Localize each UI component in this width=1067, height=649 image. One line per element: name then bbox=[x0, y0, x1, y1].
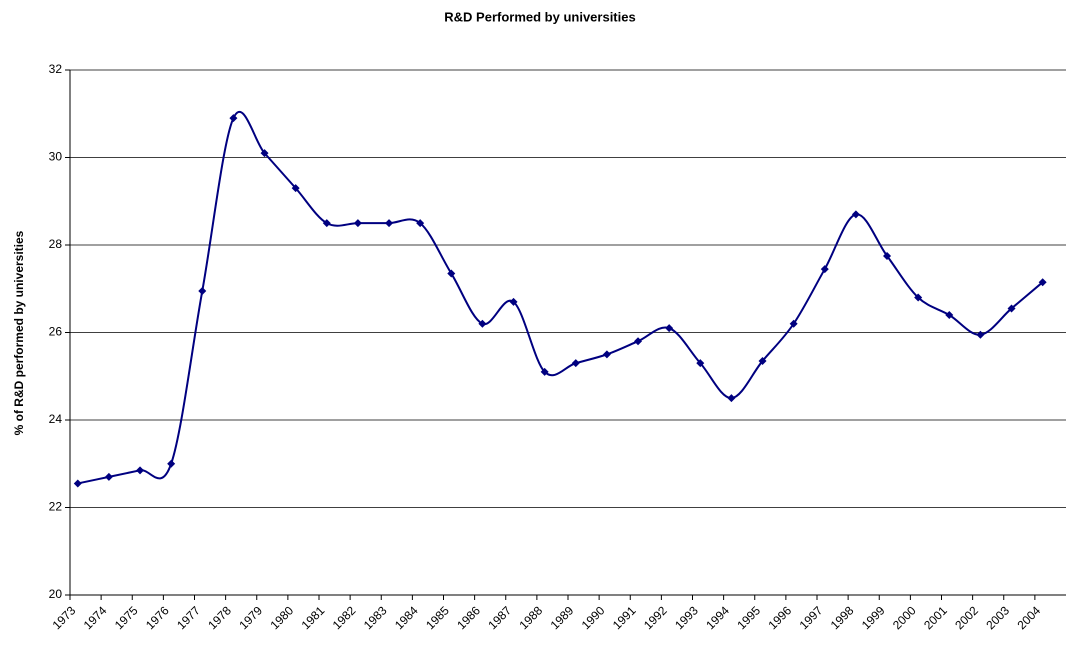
x-tick-label: 1993 bbox=[672, 603, 701, 632]
x-tick-label: 1994 bbox=[703, 603, 732, 632]
marker bbox=[820, 265, 829, 274]
x-tick-label: 1979 bbox=[236, 603, 265, 632]
marker bbox=[696, 359, 705, 368]
x-tick-label: 1998 bbox=[828, 603, 857, 632]
x-tick-label: 1973 bbox=[50, 603, 79, 632]
marker bbox=[291, 184, 300, 193]
marker bbox=[540, 367, 549, 376]
chart-title: R&D Performed by universities bbox=[444, 9, 635, 24]
x-tick-label: 1974 bbox=[81, 603, 110, 632]
marker bbox=[198, 286, 207, 295]
x-tick-label: 1991 bbox=[610, 603, 639, 632]
marker bbox=[1038, 278, 1047, 287]
marker bbox=[478, 319, 487, 328]
x-tick-label: 2003 bbox=[983, 603, 1012, 632]
marker bbox=[136, 466, 145, 475]
marker bbox=[851, 210, 860, 219]
marker bbox=[385, 219, 394, 228]
marker bbox=[976, 330, 985, 339]
x-tick-label: 1984 bbox=[392, 603, 421, 632]
x-tick-label: 1981 bbox=[299, 603, 328, 632]
x-tick-label: 1996 bbox=[765, 603, 794, 632]
x-tick-label: 1995 bbox=[734, 603, 763, 632]
marker bbox=[571, 359, 580, 368]
x-tick-label: 1990 bbox=[579, 603, 608, 632]
x-tick-label: 1980 bbox=[267, 603, 296, 632]
x-tick-label: 1989 bbox=[548, 603, 577, 632]
marker bbox=[727, 394, 736, 403]
marker bbox=[104, 472, 113, 481]
marker bbox=[353, 219, 362, 228]
marker bbox=[945, 311, 954, 319]
marker bbox=[634, 337, 643, 346]
line bbox=[77, 110, 1044, 485]
x-tick-label: 1992 bbox=[641, 603, 670, 632]
marker bbox=[1007, 304, 1016, 313]
x-tick-label: 2004 bbox=[1014, 603, 1043, 632]
x-tick-label: 1988 bbox=[516, 603, 545, 632]
x-tick-label: 1985 bbox=[423, 603, 452, 632]
y-tick-label: 32 bbox=[49, 62, 63, 76]
marker bbox=[322, 219, 331, 228]
x-tick-label: 1977 bbox=[174, 603, 203, 632]
x-tick-label: 1987 bbox=[485, 603, 514, 632]
y-tick-label: 30 bbox=[49, 150, 63, 164]
y-tick-label: 26 bbox=[49, 325, 63, 339]
marker bbox=[416, 219, 425, 228]
marker bbox=[758, 356, 767, 365]
y-axis-title: % of R&D performed by universities bbox=[12, 230, 26, 435]
marker bbox=[447, 269, 456, 278]
x-tick-label: 1983 bbox=[361, 603, 390, 632]
marker bbox=[167, 459, 176, 468]
y-tick-label: 24 bbox=[49, 412, 63, 426]
marker bbox=[789, 319, 798, 328]
y-tick-label: 22 bbox=[49, 500, 63, 514]
marker bbox=[602, 350, 611, 359]
x-tick-label: 1976 bbox=[143, 603, 172, 632]
marker bbox=[260, 149, 269, 158]
x-tick-label: 1975 bbox=[112, 603, 141, 632]
marker bbox=[509, 297, 518, 306]
x-tick-label: 1982 bbox=[330, 603, 359, 632]
x-tick-label: 1997 bbox=[797, 603, 826, 632]
y-tick-label: 28 bbox=[49, 237, 63, 251]
y-tick-label: 20 bbox=[49, 587, 63, 601]
marker bbox=[73, 479, 82, 488]
marker bbox=[229, 114, 238, 123]
x-tick-label: 1978 bbox=[205, 603, 234, 632]
x-tick-label: 2000 bbox=[890, 603, 919, 632]
x-tick-label: 1986 bbox=[454, 603, 483, 632]
marker bbox=[914, 293, 923, 302]
marker bbox=[665, 324, 674, 333]
x-tick-label: 2002 bbox=[952, 603, 981, 632]
x-tick-label: 2001 bbox=[921, 603, 950, 632]
x-tick-label: 1999 bbox=[859, 603, 888, 632]
marker bbox=[883, 251, 892, 260]
